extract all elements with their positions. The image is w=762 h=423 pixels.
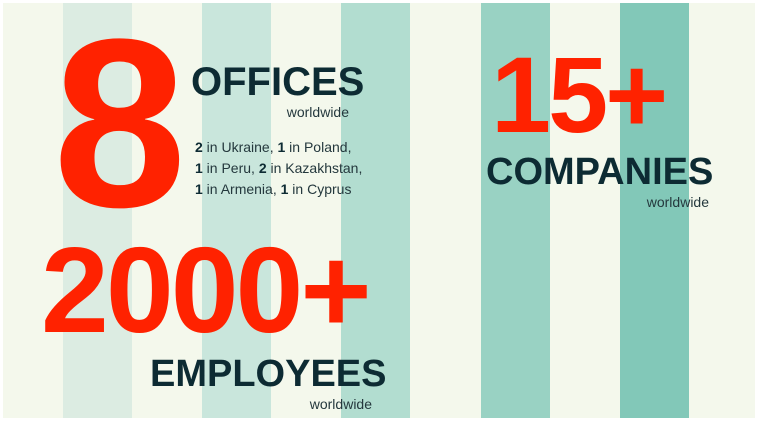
stripe [202,3,271,418]
offices-details: 2 in Ukraine, 1 in Poland, 1 in Peru, 2 … [195,137,362,200]
stripe [63,3,132,418]
detail-line: 1 in Armenia, 1 in Cyprus [195,181,352,197]
offices-number: 8 [53,3,186,257]
employees-label: EMPLOYEES [150,353,387,395]
detail-line: 1 in Peru, 2 in Kazakhstan, [195,160,363,176]
stripe [341,3,410,418]
detail-line: 2 in Ukraine, 1 in Poland, [195,139,352,155]
stripe [620,3,689,418]
companies-number: 15+ [491,34,668,155]
infographic: 8 OFFICES worldwide 2 in Ukraine, 1 in P… [3,3,755,418]
companies-sub: worldwide [646,194,709,210]
employees-number: 2000+ [41,222,372,358]
companies-label: COMPANIES [486,151,714,193]
stripe [481,3,550,418]
employees-sub: worldwide [309,396,372,412]
offices-label: OFFICES [191,60,365,104]
offices-sub: worldwide [286,104,349,120]
